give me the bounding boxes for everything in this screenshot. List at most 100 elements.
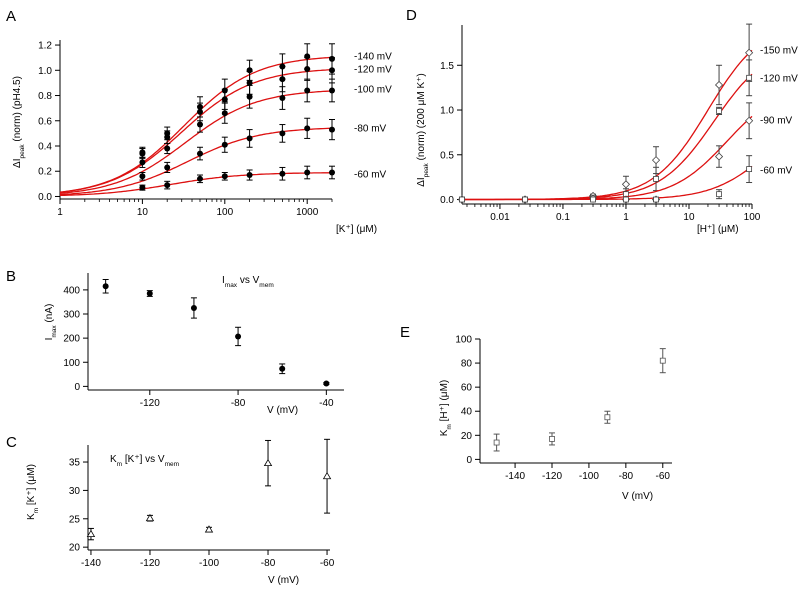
panel-d-point <box>653 176 659 182</box>
panel-a-point <box>164 182 171 189</box>
panel-e-xtick-label: -140 <box>505 471 525 482</box>
panel-a-point <box>221 110 228 117</box>
panel-e-ylabel-sub: m <box>446 424 453 429</box>
panel-c-point <box>204 525 214 533</box>
panel-d-point <box>746 74 753 81</box>
panel-b-ylabel: Imax (nA) <box>44 304 58 341</box>
panel-a-point <box>279 76 286 83</box>
panel-a-point <box>304 87 311 94</box>
panel-a-point <box>246 93 253 100</box>
panel-b-letter: B <box>6 268 16 285</box>
panel-c-ylabel: Km [K⁺] (μM) <box>26 464 40 520</box>
panel-a-series-label: -100 mV <box>354 85 392 96</box>
panel-d-point <box>459 196 465 203</box>
panel-a-point <box>329 126 335 133</box>
panel-e-ytick-label: 80 <box>461 359 473 370</box>
panel-d-series-label: -120 mV <box>760 74 798 85</box>
panel-a-point <box>196 175 203 182</box>
panel-e-point <box>659 357 666 364</box>
panel-b-ytick-label: 300 <box>63 310 80 321</box>
panel-c-letter: C <box>6 434 17 451</box>
panel-a-xlabel: [K⁺] (μM) <box>336 224 377 235</box>
panel-a-fit-curve <box>59 90 333 194</box>
panel-d-xtick-label: 0.1 <box>556 212 570 223</box>
panel-a-point <box>329 67 335 74</box>
panel-b-ytick-label: 100 <box>63 358 80 369</box>
panel-a-ytick-label: 0.4 <box>38 142 52 153</box>
panel-a-series-label: -140 mV <box>354 52 392 63</box>
panel-e-point <box>493 439 500 446</box>
panel-a-xtick-label: 10 <box>137 207 149 218</box>
panel-c-ylabel-main: K <box>26 513 37 520</box>
panel-e-ytick-label: 20 <box>461 431 473 442</box>
panel-a-ytick-label: 0.0 <box>38 192 52 203</box>
panel-e-xtick-label: -120 <box>542 471 562 482</box>
panel-d-ylabel-rest: (norm) (200 μM K⁺) <box>416 73 427 163</box>
panel-a-ylabel-sub: peak <box>19 144 26 159</box>
panel-c-ylabel-sub: m <box>33 508 40 513</box>
panel-e-ylabel: Km [H⁺] (μM) <box>439 380 453 436</box>
panel-a-point <box>139 150 146 157</box>
panel-b-point <box>146 290 153 297</box>
panel-d-xtick-label: 0.01 <box>490 212 510 223</box>
panel-c-ytick-label: 25 <box>69 514 81 525</box>
panel-c-xtick-label: -100 <box>199 558 219 569</box>
panel-a-point <box>329 169 335 176</box>
panel-d-xtick-label: 100 <box>744 212 761 223</box>
panel-a-point <box>279 170 286 177</box>
panel-c-xtick-label: -80 <box>261 558 276 569</box>
panel-d-point <box>714 152 724 161</box>
panel-d-xtick-label: 1 <box>623 212 629 223</box>
panel-a-point <box>246 135 253 142</box>
panel-a-xtick-label: 1 <box>57 207 63 218</box>
panel-a-fit-curve <box>59 56 333 193</box>
panel-a-point <box>196 108 203 115</box>
panel-a-point <box>164 164 171 171</box>
panel-a-point <box>221 96 228 103</box>
panel-d-point <box>714 80 724 90</box>
panel-c-title: Km [K⁺] vs Vmem <box>110 454 179 468</box>
panel-d-point <box>621 180 631 189</box>
panel-c-ytick-label: 35 <box>69 458 81 469</box>
panel-a-point <box>329 87 335 94</box>
panel-d-ylabel-sub: peak <box>423 162 430 177</box>
panel-b-point <box>102 283 109 290</box>
panel-b-ytick-label: 200 <box>63 334 80 345</box>
panel-c-ytick-label: 30 <box>69 486 81 497</box>
panel-d-point <box>522 196 528 203</box>
panel-e-xtick-label: -60 <box>656 471 671 482</box>
panel-a-point <box>304 169 311 176</box>
panel-b-ylabel-rest: (nA) <box>44 304 55 326</box>
panel-c-point <box>86 529 96 538</box>
panel-b-xtick-label: -120 <box>140 398 160 409</box>
panel-c-title-sub2: mem <box>165 461 179 468</box>
panel-e-point <box>604 414 611 421</box>
panel-d-point <box>745 116 754 125</box>
panel-b-point <box>323 380 330 387</box>
panel-a-fit-curve <box>59 127 332 196</box>
panel-b-point <box>190 304 197 311</box>
panel-b-title-sub: max <box>225 282 238 289</box>
panel-c-xtick-label: -120 <box>140 558 160 569</box>
panel-a-letter: A <box>6 8 16 25</box>
panel-d-point <box>623 196 629 203</box>
panel-e-xlabel: V (mV) <box>622 491 653 502</box>
panel-b-xlabel: V (mV) <box>267 405 298 416</box>
panel-a-xtick-label: 100 <box>216 207 233 218</box>
panel-b-point <box>279 365 286 372</box>
panel-d-fit-curve <box>462 73 753 201</box>
panel-d-ytick-label: 0.0 <box>440 195 454 206</box>
panel-e-ytick-label: 40 <box>461 407 473 418</box>
panel-a-ylabel-rest: (norm) (pH4.5) <box>12 76 23 144</box>
panel-c-ytick-label: 20 <box>69 543 81 554</box>
panel-b-ylabel-sub: max <box>51 325 58 338</box>
panel-e-xtick-label: -100 <box>579 471 599 482</box>
panel-a-series-label: -60 mV <box>354 170 387 181</box>
panel-a-point <box>139 184 146 191</box>
panel-e-ytick-label: 60 <box>461 383 473 394</box>
panel-d-point <box>716 191 722 198</box>
panel-b-ylabel-main: I <box>44 338 55 341</box>
panel-c-xtick-label: -60 <box>320 558 335 569</box>
panel-b-ytick-label: 400 <box>63 285 80 296</box>
